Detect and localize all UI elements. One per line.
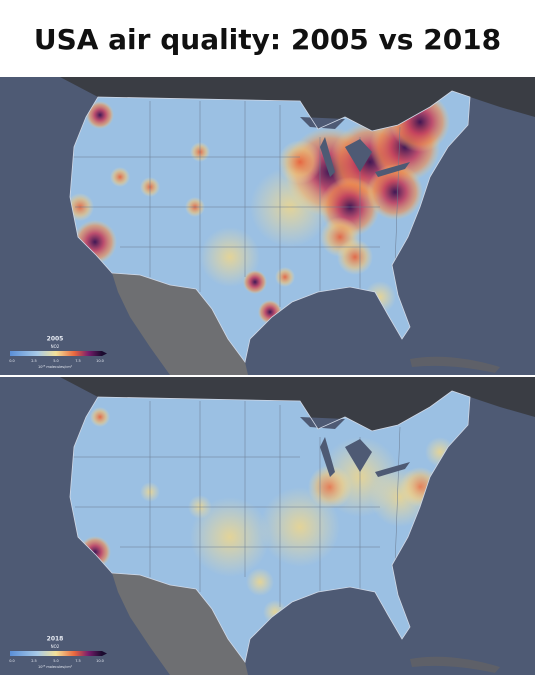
state-borders: [70, 101, 401, 307]
hotspot: [110, 167, 130, 187]
legend-title: NO2: [51, 344, 60, 349]
legend-tick: 10.0: [96, 359, 104, 363]
legend-year: 2018: [47, 636, 64, 643]
legend-tick: 0.0: [9, 659, 15, 663]
canada: [60, 377, 535, 431]
hotspot: [260, 487, 340, 567]
us-outline: [69, 390, 471, 663]
mexico: [112, 573, 248, 675]
hotspot: [86, 101, 114, 129]
hotspot: [367, 164, 423, 220]
cuba: [410, 356, 500, 373]
legend-title: NO2: [51, 644, 60, 649]
title: USA air quality: 2005 vs 2018: [33, 23, 502, 56]
legend-tick: 5.0: [53, 359, 59, 363]
hotspot: [337, 239, 373, 275]
canada: [60, 77, 535, 131]
us-outline: [69, 90, 471, 363]
legend-tick: 7.5: [75, 659, 81, 663]
colorbar-arrow: [102, 651, 107, 656]
hotspot: [275, 267, 295, 287]
colorbar: [10, 351, 102, 356]
colorbar: [10, 651, 102, 656]
legend-tick: 2.5: [31, 359, 37, 363]
state-borders: [70, 401, 401, 607]
legend-tick: 5.0: [53, 659, 59, 663]
hotspot: [370, 467, 430, 527]
legend-tick: 10.0: [96, 659, 104, 663]
mexico: [112, 273, 248, 375]
hotspot: [90, 407, 110, 427]
legend-unit: 10¹⁵ molecules/cm²: [38, 665, 73, 669]
legend-tick: 7.5: [75, 359, 81, 363]
hotspot: [246, 568, 274, 596]
legend-tick: 2.5: [31, 659, 37, 663]
hotspot: [200, 227, 260, 287]
great-lakes: [300, 117, 410, 177]
great-lakes: [300, 417, 410, 477]
cuba: [410, 656, 500, 673]
legend-tick: 0.0: [9, 359, 15, 363]
legend-year: 2005: [47, 336, 64, 343]
hotspot: [190, 497, 270, 577]
legend-unit: 10¹⁵ molecules/cm²: [38, 365, 73, 369]
colorbar-arrow: [102, 351, 107, 356]
